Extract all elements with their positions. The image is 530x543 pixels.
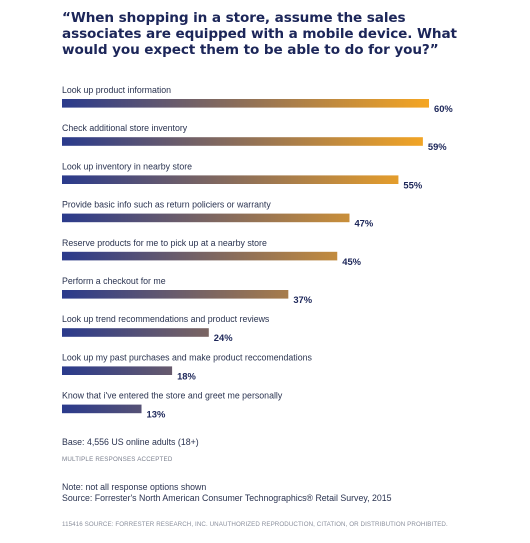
bar-value-label: 60% — [434, 103, 453, 114]
bar-value-label: 47% — [354, 218, 373, 229]
multiple-responses-note: MULTIPLE RESPONSES ACCEPTED — [62, 456, 173, 463]
bar — [62, 404, 142, 414]
bar — [62, 213, 350, 223]
bar-category-label: Perform a checkout for me — [62, 276, 166, 286]
bar-category-label: Provide basic info such as return polici… — [62, 200, 271, 210]
base-note: Base: 4,556 US online adults (18+) — [62, 437, 199, 447]
footer-copyright: 115416 SOURCE: FORRESTER RESEARCH, INC. … — [62, 521, 448, 528]
bar — [62, 251, 338, 261]
bar — [62, 328, 209, 337]
bar — [62, 290, 289, 299]
options-note: Note: not all response options shown — [62, 482, 207, 492]
bar — [62, 366, 173, 375]
bar-category-label: Look up inventory in nearby store — [62, 161, 192, 171]
bar-category-label: Look up product information — [62, 85, 171, 95]
bar — [62, 99, 429, 108]
bar-value-label: 24% — [214, 332, 233, 343]
bar-value-label: 55% — [403, 179, 422, 190]
bar — [62, 175, 399, 184]
bar-category-label: Know that i've entered the store and gre… — [62, 391, 283, 401]
bar-category-label: Reserve products for me to pick up at a … — [62, 238, 267, 248]
bar-value-label: 37% — [293, 294, 312, 305]
bar-value-label: 45% — [342, 256, 361, 267]
chart-title: “When shopping in a store, assume the sa… — [62, 10, 457, 58]
bar-category-label: Look up trend recommendations and produc… — [62, 314, 270, 324]
source-note: Source: Forrester's North American Consu… — [62, 493, 392, 503]
bar-category-label: Look up my past purchases and make produ… — [62, 352, 312, 362]
bar-category-label: Check additional store inventory — [62, 123, 188, 133]
bar-value-label: 18% — [177, 370, 196, 381]
bar — [62, 137, 423, 146]
bar-value-label: 13% — [147, 409, 166, 420]
bar-value-label: 59% — [428, 141, 447, 152]
